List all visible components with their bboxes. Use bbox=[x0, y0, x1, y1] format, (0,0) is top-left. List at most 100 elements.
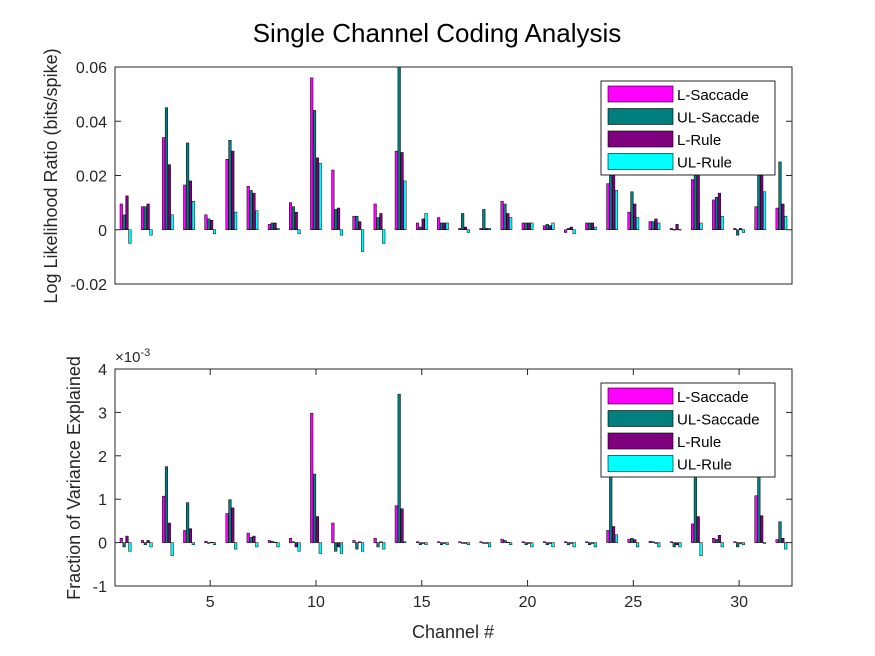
y-tick-label: 2 bbox=[98, 449, 107, 466]
bar-l-rule-ch17 bbox=[463, 542, 468, 544]
bar-l-saccade-ch30 bbox=[733, 228, 737, 231]
bottom-y-ticks: -1 0 1 2 3 4 bbox=[93, 362, 792, 596]
bar-ul-saccade-ch25 bbox=[630, 191, 634, 230]
legend-swatch bbox=[607, 108, 674, 125]
chart-title: Single Channel Coding Analysis bbox=[253, 18, 622, 48]
legend-swatch bbox=[607, 432, 674, 450]
bar-ul-rule-ch23 bbox=[593, 542, 597, 548]
bottom-x-ticks: 5 10 15 20 25 30 bbox=[206, 369, 748, 611]
bar-l-saccade-ch13 bbox=[373, 203, 377, 230]
y-tick-label: 0 bbox=[98, 223, 107, 240]
x-tick-label: 15 bbox=[413, 594, 431, 611]
bar-l-saccade-ch22 bbox=[564, 541, 568, 543]
bar-ul-rule-ch2 bbox=[149, 229, 153, 236]
y-tick-label: -1 bbox=[93, 579, 107, 596]
bar-ul-rule-ch1 bbox=[128, 542, 132, 552]
bar-l-rule-ch25 bbox=[633, 203, 637, 230]
bar-l-rule-ch14 bbox=[400, 508, 404, 543]
bottom-y-axis-label: Fraction of Variance Explained bbox=[64, 356, 84, 600]
bar-ul-saccade-ch30 bbox=[736, 229, 740, 236]
bottom-legend: L-Saccade UL-Saccade L-Rule UL-Rule bbox=[600, 382, 776, 478]
bar-ul-rule-ch22 bbox=[572, 229, 576, 235]
bar-l-saccade-ch25 bbox=[627, 538, 631, 543]
bar-l-rule-ch4 bbox=[188, 528, 193, 543]
bar-l-saccade-ch11 bbox=[331, 169, 335, 230]
bar-l-saccade-ch3 bbox=[162, 495, 166, 543]
bar-ul-saccade-ch31 bbox=[757, 175, 761, 230]
bar-l-saccade-ch2 bbox=[140, 206, 144, 231]
bar-l-saccade-ch1 bbox=[119, 538, 123, 543]
bar-l-rule-ch1 bbox=[125, 195, 129, 230]
bar-l-saccade-ch22 bbox=[564, 229, 568, 233]
bar-ul-saccade-ch11 bbox=[334, 542, 338, 552]
bar-l-rule-ch17 bbox=[463, 226, 468, 231]
y-multiplier: ×10-3 bbox=[115, 347, 150, 366]
bar-ul-saccade-ch21 bbox=[545, 224, 549, 230]
legend-swatch bbox=[607, 130, 674, 148]
bar-l-saccade-ch6 bbox=[225, 158, 229, 231]
bar-ul-rule-ch3 bbox=[170, 542, 174, 556]
y-tick-label: 0.06 bbox=[76, 60, 107, 77]
bar-ul-saccade-ch18 bbox=[482, 209, 486, 230]
bar-ul-rule-ch8 bbox=[276, 542, 280, 548]
bar-l-rule-ch1 bbox=[125, 535, 129, 543]
bar-l-saccade-ch9 bbox=[289, 202, 293, 230]
bar-l-rule-ch7 bbox=[252, 192, 256, 231]
bar-l-saccade-ch17 bbox=[458, 228, 462, 231]
bar-ul-rule-ch16 bbox=[445, 542, 449, 546]
bar-ul-saccade-ch23 bbox=[588, 222, 592, 230]
bar-l-saccade-ch18 bbox=[479, 228, 483, 231]
bar-ul-rule-ch14 bbox=[403, 180, 407, 231]
bar-ul-rule-ch15 bbox=[424, 213, 428, 231]
bar-l-saccade-ch12 bbox=[352, 215, 356, 230]
bar-l-saccade-ch29 bbox=[712, 199, 716, 231]
bar-l-rule-ch7 bbox=[252, 535, 256, 543]
bar-ul-saccade-ch11 bbox=[334, 209, 338, 230]
bottom-x-axis-label: Channel # bbox=[412, 622, 494, 642]
bar-ul-saccade-ch12 bbox=[355, 542, 359, 550]
bar-ul-rule-ch30 bbox=[741, 229, 745, 233]
bar-ul-saccade-ch32 bbox=[778, 521, 782, 543]
bar-l-rule-ch26 bbox=[654, 218, 658, 230]
bar-l-rule-ch26 bbox=[654, 542, 658, 544]
bar-l-saccade-ch11 bbox=[331, 522, 335, 543]
bar-ul-saccade-ch5 bbox=[207, 542, 211, 544]
bottom-axes-box bbox=[114, 368, 793, 587]
bar-l-saccade-ch4 bbox=[183, 184, 187, 230]
x-tick-label: 10 bbox=[307, 594, 325, 611]
bar-ul-saccade-ch22 bbox=[566, 542, 570, 546]
bar-ul-rule-ch5 bbox=[212, 229, 217, 235]
bar-l-rule-ch11 bbox=[337, 542, 341, 548]
bar-ul-rule-ch12 bbox=[361, 542, 365, 552]
bar-ul-rule-ch3 bbox=[170, 214, 174, 231]
bar-ul-rule-ch1 bbox=[128, 229, 132, 244]
bar-l-saccade-ch5 bbox=[204, 214, 208, 231]
bar-l-saccade-ch14 bbox=[394, 150, 398, 230]
legend-label: L-Rule bbox=[677, 434, 721, 451]
bar-l-rule-ch27 bbox=[675, 542, 679, 546]
legend-label: L-Rule bbox=[677, 132, 721, 149]
bar-l-saccade-ch21 bbox=[542, 225, 546, 230]
bar-ul-saccade-ch14 bbox=[397, 393, 401, 543]
bar-ul-rule-ch20 bbox=[530, 542, 534, 548]
bar-ul-rule-ch28 bbox=[699, 542, 703, 556]
bar-l-rule-ch32 bbox=[781, 538, 785, 543]
bar-l-rule-ch15 bbox=[421, 218, 425, 230]
y-tick-label: 1 bbox=[98, 492, 107, 509]
bar-ul-rule-ch14 bbox=[403, 541, 407, 543]
bar-l-saccade-ch6 bbox=[225, 513, 229, 543]
bar-ul-saccade-ch29 bbox=[714, 196, 719, 230]
bar-l-rule-ch25 bbox=[633, 539, 637, 543]
bar-ul-saccade-ch1 bbox=[122, 542, 126, 548]
bar-l-saccade-ch29 bbox=[712, 538, 716, 543]
bar-l-saccade-ch23 bbox=[585, 541, 589, 543]
bar-l-saccade-ch8 bbox=[267, 540, 271, 543]
bar-l-saccade-ch2 bbox=[140, 540, 144, 543]
top-bars-group bbox=[119, 66, 788, 252]
bar-ul-saccade-ch29 bbox=[714, 539, 719, 543]
bar-ul-rule-ch26 bbox=[657, 542, 661, 548]
top-y-ticks: -0.02 0 0.02 0.04 0.06 bbox=[71, 60, 792, 294]
bar-ul-saccade-ch3 bbox=[164, 107, 169, 230]
bar-ul-saccade-ch4 bbox=[186, 142, 190, 230]
